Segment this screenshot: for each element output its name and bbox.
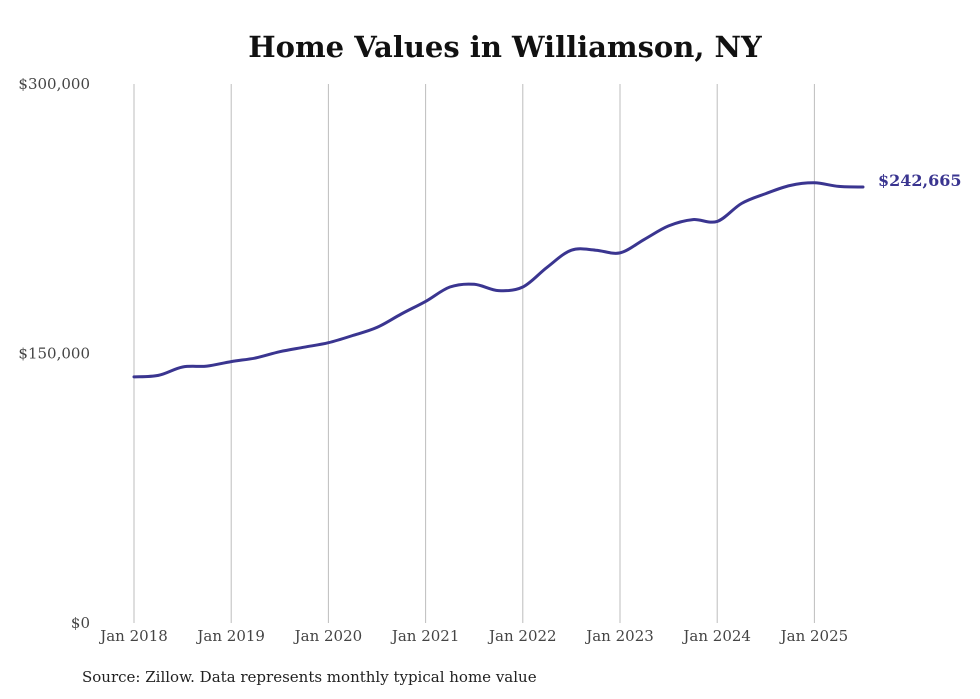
x-tick-label: Jan 2022 bbox=[487, 627, 557, 645]
gridlines bbox=[133, 84, 815, 623]
end-labels: $242,665 bbox=[878, 171, 962, 190]
y-tick-label: $150,000 bbox=[18, 345, 90, 363]
data-point bbox=[158, 375, 159, 376]
data-point bbox=[741, 203, 742, 204]
series-line bbox=[132, 181, 865, 379]
data-point bbox=[182, 367, 183, 368]
source-note: Source: Zillow. Data represents monthly … bbox=[82, 668, 537, 686]
data-point bbox=[838, 186, 839, 187]
data-point bbox=[668, 225, 669, 226]
data-point bbox=[231, 361, 232, 362]
x-tick-label: Jan 2023 bbox=[584, 627, 654, 645]
data-point bbox=[328, 342, 329, 343]
data-point bbox=[790, 185, 791, 186]
data-point bbox=[547, 267, 548, 268]
data-point bbox=[206, 366, 207, 367]
data-point bbox=[352, 335, 353, 336]
data-point bbox=[377, 327, 378, 328]
data-point bbox=[425, 301, 426, 302]
y-tick-label: $300,000 bbox=[18, 75, 90, 93]
y-axis: $0 $150,000 $300,000 bbox=[18, 75, 90, 632]
data-point bbox=[644, 239, 645, 240]
x-tick-label: Jan 2019 bbox=[195, 627, 265, 645]
data-point bbox=[814, 182, 815, 183]
x-tick-label: Jan 2020 bbox=[293, 627, 363, 645]
data-point bbox=[255, 358, 256, 359]
x-tick-label: Jan 2024 bbox=[681, 627, 751, 645]
data-point bbox=[571, 250, 572, 251]
series bbox=[132, 181, 865, 379]
x-tick-label: Jan 2018 bbox=[98, 627, 168, 645]
chart-title: Home Values in Williamson, NY bbox=[248, 30, 762, 64]
data-point bbox=[765, 193, 766, 194]
x-axis: Jan 2018 Jan 2019 Jan 2020 Jan 2021 Jan 2022… bbox=[98, 627, 848, 645]
data-point bbox=[620, 252, 621, 253]
x-tick-label: Jan 2021 bbox=[390, 627, 460, 645]
data-point bbox=[717, 221, 718, 222]
data-point bbox=[474, 284, 475, 285]
data-point bbox=[692, 219, 693, 220]
end-value-label: $242,665 bbox=[878, 171, 962, 190]
data-point bbox=[522, 287, 523, 288]
data-point bbox=[498, 290, 499, 291]
data-point bbox=[449, 287, 450, 288]
data-point bbox=[595, 250, 596, 251]
data-point bbox=[134, 376, 135, 377]
data-point bbox=[863, 187, 864, 188]
data-point bbox=[401, 314, 402, 315]
data-point bbox=[304, 347, 305, 348]
data-point bbox=[279, 351, 280, 352]
y-tick-label: $0 bbox=[71, 614, 90, 632]
x-tick-label: Jan 2025 bbox=[779, 627, 849, 645]
